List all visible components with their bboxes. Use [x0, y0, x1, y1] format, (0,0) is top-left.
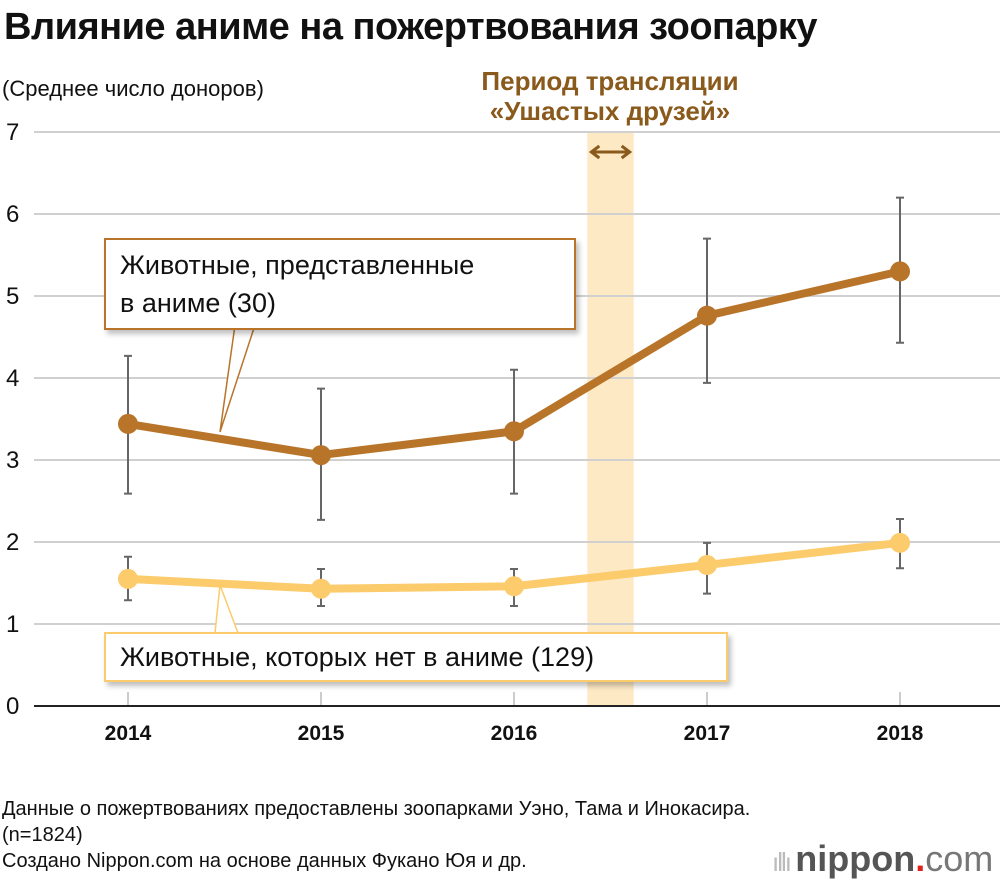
data-point: [890, 532, 910, 553]
y-tick-label: 6: [6, 201, 19, 228]
x-tick-label: 2016: [491, 722, 538, 745]
data-point: [118, 568, 138, 589]
y-tick-label: 4: [6, 365, 19, 392]
y-tick-label: 1: [6, 611, 19, 638]
data-point: [697, 554, 717, 575]
y-tick-label: 0: [6, 693, 19, 720]
double-arrow-icon: [588, 144, 633, 160]
chart-title: Влияние аниме на пожертвования зоопарку: [4, 6, 818, 48]
note-n: (n=1824): [2, 824, 83, 846]
x-tick-label: 2017: [684, 722, 731, 745]
legend-anime-line1: Животные, представленные: [120, 250, 475, 280]
legend-callout-non-anime: Животные, которых нет в аниме (129): [104, 632, 728, 682]
y-tick-label: 3: [6, 447, 19, 474]
broadcast-label-line2: «Ушастых друзей»: [489, 96, 731, 126]
data-point: [311, 578, 331, 599]
nippon-logo: ıllı nippon.com: [772, 838, 993, 880]
y-tick-label: 2: [6, 529, 19, 556]
logo-waves-icon: ıllı: [772, 847, 796, 877]
data-point: [504, 576, 524, 597]
legend-non-anime-label: Животные, которых нет в аниме (129): [120, 642, 595, 672]
y-tick-label: 7: [6, 119, 19, 146]
legend-anime-line2: в аниме (30): [120, 288, 276, 318]
x-tick-label: 2015: [298, 722, 345, 745]
x-tick-label: 2014: [105, 722, 152, 745]
logo-text: nippon: [795, 838, 916, 879]
note-credit: Создано Nippon.com на основе данных Фука…: [2, 850, 527, 872]
broadcast-label-line1: Период трансляции: [481, 66, 739, 96]
source-notes: Данные о пожертвованиях предоставлены зо…: [2, 796, 750, 874]
logo-com: com: [925, 838, 994, 879]
y-tick-label: 5: [6, 283, 19, 310]
y-axis-label: (Среднее число доноров): [2, 76, 264, 101]
legend-callout-anime: Животные, представленные в аниме (30): [104, 238, 576, 330]
data-point: [504, 421, 524, 442]
data-point: [311, 445, 331, 466]
note-source: Данные о пожертвованиях предоставлены зо…: [2, 798, 751, 820]
broadcast-period-band: [587, 132, 634, 706]
x-tick-label: 2018: [877, 722, 924, 745]
broadcast-period-label: Период трансляции «Ушастых друзей»: [440, 66, 780, 126]
data-point: [118, 413, 138, 434]
data-point: [890, 261, 910, 282]
logo-dot: .: [915, 838, 926, 879]
callout-pointer-non-anime: [214, 584, 240, 634]
data-point: [697, 305, 717, 326]
